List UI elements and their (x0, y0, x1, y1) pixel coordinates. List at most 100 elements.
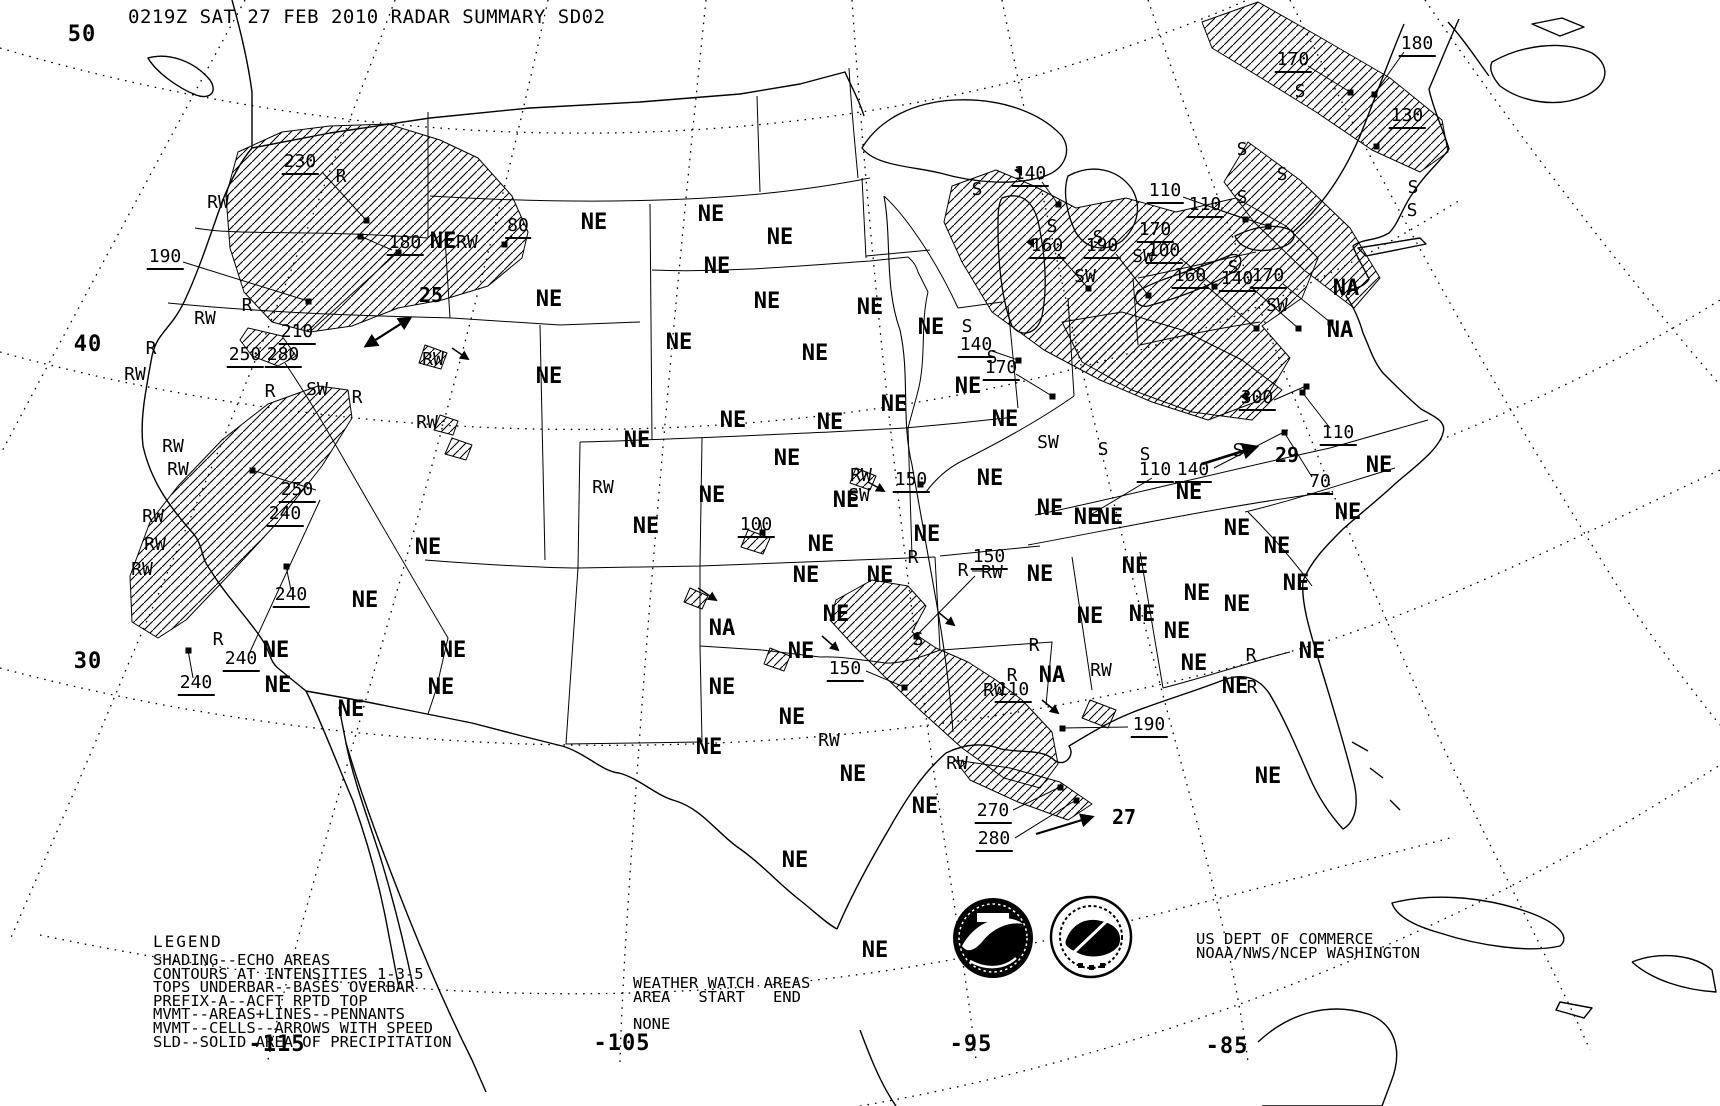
precip-type-label: R (212, 629, 224, 650)
echo-area-label: NE (414, 535, 442, 560)
precip-type-label: R (1246, 677, 1258, 698)
precip-type-label: RW (194, 308, 216, 329)
longitude-label: -105 (593, 1031, 651, 1056)
echo-area-label: NE (822, 602, 850, 627)
precip-type-label: S (1236, 139, 1248, 160)
precip-type-label: RW (416, 412, 438, 433)
precip-type-label: R (335, 166, 347, 187)
precip-type-label: SW (1132, 246, 1154, 267)
precip-type-label: RW (946, 753, 968, 774)
echo-area-label: NE (1221, 674, 1249, 699)
precip-type-label: RW (456, 232, 478, 253)
legend-heading: LEGEND (153, 932, 223, 951)
echo-area-label: NA (1332, 276, 1360, 301)
echo-area-label: NE (1073, 505, 1101, 530)
echo-top-label: 110 (1136, 461, 1174, 483)
echo-area-label: NE (976, 466, 1004, 491)
echo-area-label: NE (866, 563, 894, 588)
echo-top-label: 240 (272, 586, 310, 608)
echo-area-label: NE (839, 762, 867, 787)
echo-top-label: 70 (1307, 473, 1333, 495)
precip-type-label: S (1232, 440, 1244, 461)
echo-area-label: NE (708, 675, 736, 700)
echo-top-label: 100 (1145, 242, 1183, 264)
echo-area-label: NE (264, 673, 292, 698)
echo-top-label: 190 (1130, 716, 1168, 738)
echo-area-label: NA (708, 616, 736, 641)
echo-area-label: NE (1128, 602, 1156, 627)
echo-area-label: NE (439, 638, 467, 663)
echo-top-label: 190 (1083, 237, 1121, 259)
echo-top-label: 170 (1136, 221, 1174, 243)
echo-area-label: NE (911, 794, 939, 819)
movement-speed-label: 25 (418, 283, 444, 307)
echo-top-label: 160 (1028, 237, 1066, 259)
precip-type-label: S (1276, 164, 1288, 185)
echo-top-label: 250 (226, 346, 264, 368)
precip-type-label: RW (124, 364, 146, 385)
echo-area-label: NE (917, 315, 945, 340)
precip-type-label: RW (850, 465, 872, 486)
precip-type-label: R (907, 547, 919, 568)
echo-top-label: 170 (982, 359, 1020, 381)
precip-type-label: RW (207, 192, 229, 213)
pennant-icon (1240, 392, 1248, 402)
precip-type-label: RW (1090, 660, 1112, 681)
echo-top-label: 140 (1218, 270, 1256, 292)
echo-top-label: 240 (266, 505, 304, 527)
echo-top-label: 140 (1174, 461, 1212, 483)
echo-top-label: 160 (1171, 267, 1209, 289)
echo-area-label: NE (351, 588, 379, 613)
echo-area-label: NE (262, 638, 290, 663)
echo-area-label: NE (535, 287, 563, 312)
longitude-label: -95 (949, 1032, 993, 1057)
echo-area-label: NE (697, 202, 725, 227)
precip-type-label: R (351, 387, 363, 408)
movement-arrows (363, 166, 1260, 836)
echo-area-label: NE (1180, 651, 1208, 676)
echo-area-label: NE (801, 341, 829, 366)
pennant-icon (1014, 166, 1022, 176)
precip-type-label: S (1139, 444, 1151, 465)
echo-top-label: 180 (1398, 35, 1436, 57)
weather-watch-areas-text: WEATHER WATCH AREAS AREA START END NONE (633, 974, 811, 1033)
latitude-label: 30 (73, 649, 103, 674)
precip-type-label: RW (983, 680, 1005, 701)
echo-area-label: NE (753, 289, 781, 314)
precip-type-label: R (957, 560, 969, 581)
echo-top-label: 210 (278, 323, 316, 345)
echo-top-label: 110 (1146, 182, 1184, 204)
echo-area-label: NE (773, 446, 801, 471)
echo-area-label: NE (429, 229, 457, 254)
echo-area-label: NE (1254, 764, 1282, 789)
precip-type-label: SW (848, 485, 870, 506)
echo-area-label: NE (807, 532, 835, 557)
echo-area-label: NE (792, 563, 820, 588)
echo-area-label: NE (632, 514, 660, 539)
precip-type-label: RW (131, 559, 153, 580)
echo-top-label: 250 (278, 481, 316, 503)
echo-area-label: NE (913, 522, 941, 547)
leader-lines (182, 51, 1405, 839)
echo-area-label: NE (535, 364, 563, 389)
echo-area-label: NE (695, 735, 723, 760)
echo-area-label: NE (832, 488, 860, 513)
echo-top-label: 110 (1186, 196, 1224, 218)
precip-type-label: S (1227, 257, 1239, 278)
precip-type-label: S (1294, 81, 1306, 102)
echo-area-label: NE (954, 374, 982, 399)
chart-title: 0219Z SAT 27 FEB 2010 RADAR SUMMARY SD02 (128, 6, 606, 28)
precip-type-label: SW (1037, 432, 1059, 453)
echo-top-label: 140 (1011, 165, 1049, 187)
precip-type-label: RW (144, 534, 166, 555)
echo-area-label: NE (766, 225, 794, 250)
echo-area-label: NE (623, 428, 651, 453)
echo-top-label: 270 (974, 802, 1012, 824)
latitude-label: 50 (67, 22, 97, 47)
echo-area-label: NE (427, 675, 455, 700)
precip-type-label: RW (592, 477, 614, 498)
noaa-logo (953, 898, 1033, 978)
